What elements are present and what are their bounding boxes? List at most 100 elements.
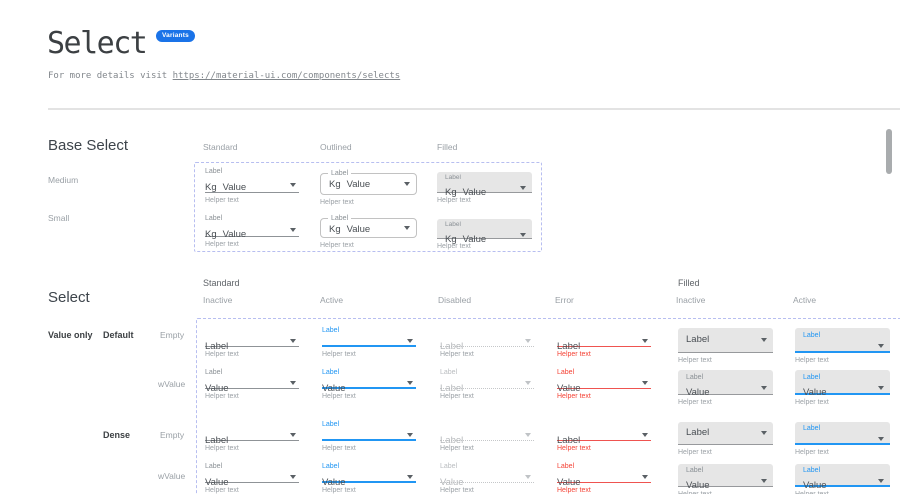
select-control[interactable]: Value xyxy=(205,472,299,488)
select-control[interactable]: Kg Value xyxy=(205,224,299,240)
floating-label: Label xyxy=(205,369,223,376)
dropdown-arrow-icon xyxy=(878,479,884,483)
floating-label: Label xyxy=(803,332,821,339)
select-value: Value xyxy=(557,383,581,394)
floating-label: Label xyxy=(557,463,575,470)
select-input[interactable]: Value xyxy=(803,382,890,398)
select-control[interactable] xyxy=(322,430,416,441)
select-control[interactable]: Label xyxy=(440,430,534,446)
select-control[interactable]: Label xyxy=(678,328,773,353)
select-control[interactable]: Value xyxy=(322,472,416,488)
select-control[interactable]: Kg Value xyxy=(205,177,299,193)
adornment: Kg xyxy=(329,179,341,190)
select-standard-active-wvalue: Label Value Helper text xyxy=(322,368,416,401)
select-value: Value xyxy=(686,387,710,398)
dropdown-arrow-icon xyxy=(407,338,413,343)
dropdown-arrow-icon xyxy=(407,380,413,385)
select-input[interactable]: Kg Value xyxy=(445,229,532,245)
helper-text: Helper text xyxy=(440,487,474,494)
select-input[interactable]: Value xyxy=(686,475,773,491)
select-control[interactable]: Label xyxy=(678,422,773,445)
scrollbar-thumb[interactable] xyxy=(886,129,892,174)
select-value: Value xyxy=(557,477,581,488)
select-input[interactable]: Value xyxy=(803,475,890,491)
select-input[interactable] xyxy=(803,433,890,445)
select-control[interactable]: Label xyxy=(205,336,299,352)
select-standard-disabled-wvalue: Label Label Helper text xyxy=(440,368,534,401)
select-control[interactable]: Label Kg Value xyxy=(320,215,417,238)
select-control[interactable]: Label Kg Value xyxy=(437,172,532,198)
select-control[interactable]: Label xyxy=(795,422,890,445)
select-value: Value xyxy=(222,229,247,240)
select-dense-filled-active-empty: Label Helper text xyxy=(795,420,890,457)
select-control[interactable]: Label xyxy=(440,336,534,352)
base-select-filled-medium: Label Kg Value Helper text xyxy=(437,167,532,205)
group-header-filled: Filled xyxy=(678,278,700,288)
dropdown-arrow-icon xyxy=(761,431,767,435)
select-input[interactable]: Kg Value xyxy=(329,174,416,194)
helper-text: Helper text xyxy=(205,445,239,452)
dropdown-arrow-icon xyxy=(407,432,413,437)
select-control[interactable]: Label xyxy=(205,430,299,446)
base-select-outlined-small: Label Kg Value Helper text xyxy=(320,214,417,250)
select-control[interactable]: Label Value xyxy=(678,370,773,398)
select-filled-active-wvalue: Label Value Helper text xyxy=(795,368,890,407)
select-control[interactable]: Label xyxy=(795,328,890,353)
floating-label: Label xyxy=(322,421,340,428)
helper-text: Helper text xyxy=(322,351,356,358)
select-control[interactable]: Label xyxy=(557,336,651,352)
helper-text: Helper text xyxy=(678,449,712,456)
select-value: Label xyxy=(557,341,581,352)
select-control[interactable]: Label Value xyxy=(678,464,773,491)
select-standard-error-empty: Label Helper text xyxy=(557,326,651,359)
select-control[interactable]: Label Value xyxy=(795,464,890,491)
dropdown-arrow-icon xyxy=(878,437,884,441)
dropdown-arrow-icon xyxy=(642,339,648,343)
select-value: Label xyxy=(686,427,710,438)
select-dense-standard-error-wvalue: Label Value Helper text xyxy=(557,462,651,494)
column-header-std-disabled: Disabled xyxy=(438,295,472,305)
select-dense-filled-active-wvalue: Label Value Helper text xyxy=(795,462,890,494)
select-value: Value xyxy=(686,480,710,491)
dropdown-arrow-icon xyxy=(290,433,296,437)
select-control[interactable]: Value xyxy=(205,378,299,394)
material-ui-link[interactable]: https://material-ui.com/components/selec… xyxy=(172,71,401,81)
select-control[interactable]: Label xyxy=(440,378,534,394)
dropdown-arrow-icon xyxy=(761,338,767,342)
select-control[interactable]: Label Kg Value xyxy=(320,170,417,195)
dropdown-arrow-icon xyxy=(642,433,648,437)
adornment: Kg xyxy=(205,229,217,240)
row-header-medium: Medium xyxy=(48,175,79,185)
select-control[interactable]: Label Value xyxy=(795,370,890,398)
select-control[interactable]: Value xyxy=(440,472,534,488)
select-standard-inactive-empty: Label Helper text xyxy=(205,326,299,359)
helper-text: Helper text xyxy=(795,491,890,494)
select-control[interactable]: Label xyxy=(557,430,651,446)
floating-label: Label xyxy=(803,374,821,381)
dropdown-arrow-icon xyxy=(290,182,296,187)
select-control[interactable] xyxy=(322,336,416,347)
select-dense-standard-active-empty: Label Helper text xyxy=(322,420,416,453)
helper-text: Helper text xyxy=(322,487,356,494)
column-header-fill-active: Active xyxy=(793,295,817,305)
dropdown-arrow-icon xyxy=(642,381,648,385)
floating-label: Label xyxy=(557,369,575,376)
select-value: Value xyxy=(222,182,247,193)
select-dense-standard-disabled-wvalue: Label Value Helper text xyxy=(440,462,534,494)
floating-label: Label xyxy=(322,463,340,470)
select-value: Value xyxy=(205,477,229,488)
select-value: Value xyxy=(803,387,827,398)
select-control[interactable]: Label Kg Value xyxy=(437,219,532,245)
select-input[interactable]: Value xyxy=(686,382,773,398)
select-control[interactable]: Value xyxy=(557,378,651,394)
intro-prefix: For more details visit xyxy=(48,71,173,81)
select-input[interactable]: Kg Value xyxy=(329,219,416,237)
select-control[interactable]: Value xyxy=(322,378,416,394)
column-header-std-active: Active xyxy=(320,295,344,305)
dropdown-arrow-icon xyxy=(878,344,884,348)
select-input[interactable] xyxy=(803,340,890,352)
select-control[interactable]: Value xyxy=(557,472,651,488)
select-input[interactable]: Kg Value xyxy=(445,182,532,198)
helper-text: Helper text xyxy=(437,197,471,204)
helper-text: Helper text xyxy=(437,243,471,250)
